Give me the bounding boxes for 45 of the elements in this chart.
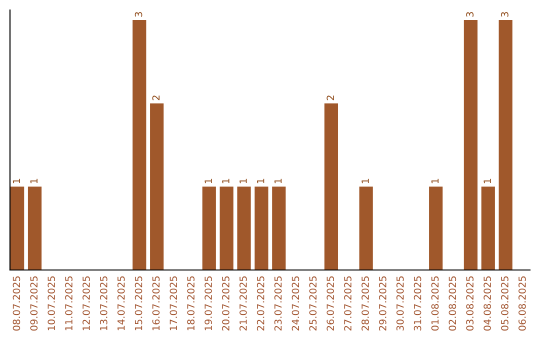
x-tick-label: 14.07.2025 <box>117 276 125 330</box>
x-tick-label: 27.07.2025 <box>344 276 352 331</box>
x-tick-label: 04.08.2025 <box>484 276 491 331</box>
data-label: 3 <box>134 12 142 17</box>
x-tick-label: 11.07.2025 <box>65 276 72 330</box>
data-label: 1 <box>431 178 439 184</box>
x-tick-label: 24.07.2025 <box>292 276 300 331</box>
x-tick-label: 03.08.2025 <box>466 276 474 331</box>
x-tick-label: 05.08.2025 <box>501 276 508 331</box>
data-label: 1 <box>257 178 264 184</box>
x-tick-label: 31.07.2025 <box>414 276 422 330</box>
x-tick-label: 10.07.2025 <box>48 276 56 330</box>
data-label: 1 <box>12 178 20 184</box>
x-tick-label: 23.07.2025 <box>274 276 282 331</box>
x-tick-label: 19.07.2025 <box>204 276 212 330</box>
x-tick-label: 09.07.2025 <box>30 276 38 331</box>
data-label: 1 <box>240 178 247 184</box>
data-label: 1 <box>362 178 369 184</box>
data-label: 1 <box>30 178 38 184</box>
x-tick-label: 26.07.2025 <box>326 276 334 331</box>
x-tick-label: 08.07.2025 <box>12 276 20 331</box>
x-tick-label: 13.07.2025 <box>100 276 108 330</box>
data-label: 2 <box>326 96 334 100</box>
x-tick-label: 22.07.2025 <box>256 276 264 331</box>
x-tick-label: 02.08.2025 <box>448 276 456 331</box>
x-tick-label: 01.08.2025 <box>431 276 439 331</box>
data-label: 3 <box>466 12 474 17</box>
x-tick-label: 16.07.2025 <box>152 276 160 330</box>
x-tick-label: 17.07.2025 <box>170 276 178 330</box>
data-label: 1 <box>204 178 212 184</box>
x-tick-label: 20.07.2025 <box>222 276 230 331</box>
x-tick-label: 29.07.2025 <box>378 276 386 331</box>
x-tick-label: 21.07.2025 <box>239 276 247 331</box>
data-label: 1 <box>222 178 230 184</box>
x-tick-label: 30.07.2025 <box>396 276 404 330</box>
x-tick-label: 28.07.2025 <box>362 276 369 331</box>
x-tick-label: 18.07.2025 <box>187 276 195 330</box>
data-label: 3 <box>501 12 508 17</box>
data-label: 1 <box>484 178 491 184</box>
x-tick-label: 12.07.2025 <box>82 276 90 330</box>
x-tick-label: 06.08.2025 <box>518 276 526 331</box>
x-tick-label: 15.07.2025 <box>134 276 142 330</box>
data-label: 2 <box>152 96 160 100</box>
data-label: 1 <box>274 178 282 184</box>
x-tick-label: 25.07.2025 <box>309 276 317 331</box>
